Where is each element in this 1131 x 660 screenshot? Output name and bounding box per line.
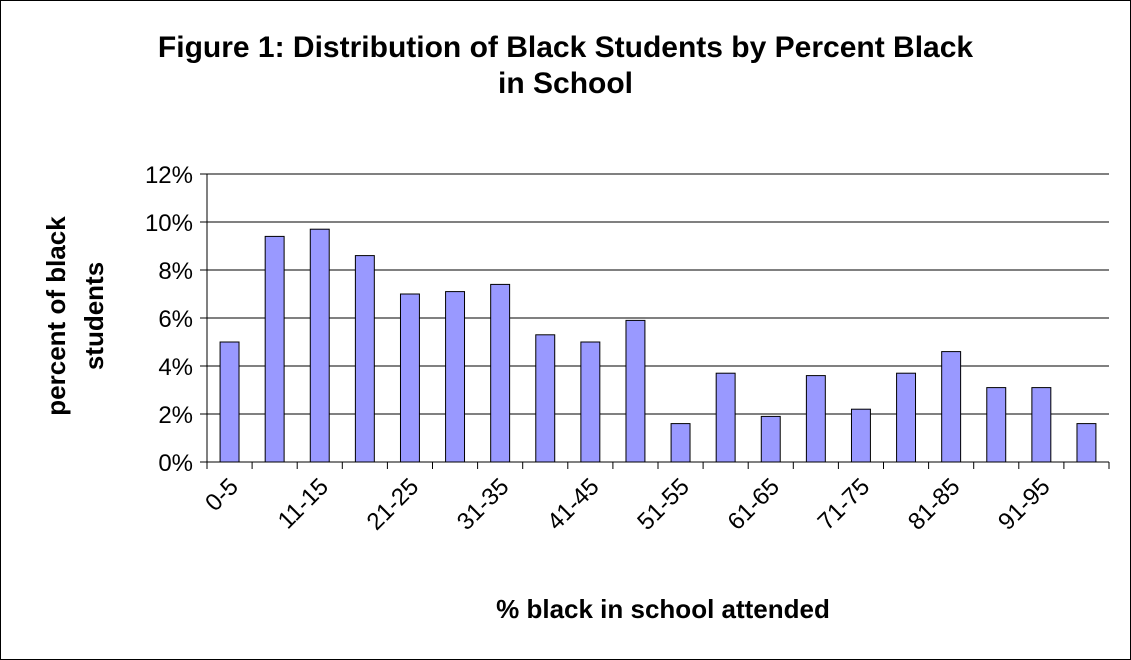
x-tick-label: 71-75: [813, 473, 876, 536]
x-tick-label: 31-35: [452, 473, 515, 536]
x-tick-label: 81-85: [903, 473, 966, 536]
x-axis-title: % black in school attended: [496, 594, 830, 624]
bar: [1076, 423, 1097, 463]
y-axis-title-line1: percent of black: [41, 216, 71, 416]
y-tick-label: 12%: [145, 162, 193, 189]
bar: [580, 341, 601, 463]
bar: [219, 341, 240, 463]
x-tick-labels: 0-5 11-15 21-25 31-35 41-45 51-55 61-65 71-75 81…: [200, 473, 1055, 536]
x-tick-label: 61-65: [722, 473, 785, 536]
axes: [200, 173, 1110, 469]
x-tick-label: 51-55: [632, 473, 695, 536]
y-tick-labels: 0% 2% 4% 6% 8% 10% 12%: [145, 162, 193, 477]
bar: [309, 228, 330, 463]
x-tick-label: 41-45: [542, 473, 605, 536]
bar: [445, 291, 466, 463]
y-tick-label: 4%: [158, 354, 193, 381]
bar: [670, 423, 691, 463]
y-tick-label: 10%: [145, 210, 193, 237]
bar: [760, 415, 781, 463]
bar: [354, 255, 375, 463]
bar: [896, 372, 917, 463]
bar: [941, 351, 962, 463]
bar: [1031, 387, 1052, 463]
bar: [986, 387, 1007, 463]
chart-title-line2: in School: [498, 67, 633, 100]
bar: [715, 372, 736, 463]
y-tick-label: 2%: [158, 402, 193, 429]
bar: [535, 334, 556, 463]
chart-title-line1: Figure 1: Distribution of Black Students…: [157, 31, 974, 64]
bar: [490, 283, 511, 463]
bar: [625, 319, 646, 463]
x-tick-label: 11-15: [273, 473, 334, 534]
y-tick-label: 8%: [158, 258, 193, 285]
bar: [264, 235, 285, 463]
y-tick-label: 0%: [158, 450, 193, 477]
y-tick-label: 6%: [158, 306, 193, 333]
x-tick-label: 21-25: [362, 473, 425, 536]
bar: [850, 408, 871, 463]
x-tick-label: 0-5: [200, 473, 244, 517]
chart-title: Figure 1: Distribution of Black Students…: [0, 30, 1131, 102]
bars: [219, 228, 1097, 463]
y-axis-title: percent of black students: [41, 216, 109, 416]
bar: [805, 375, 826, 463]
bar: [399, 293, 420, 463]
x-tick-label: 91-95: [993, 473, 1056, 536]
y-axis-title-line2: students: [79, 262, 109, 370]
gridlines: [207, 173, 1109, 415]
